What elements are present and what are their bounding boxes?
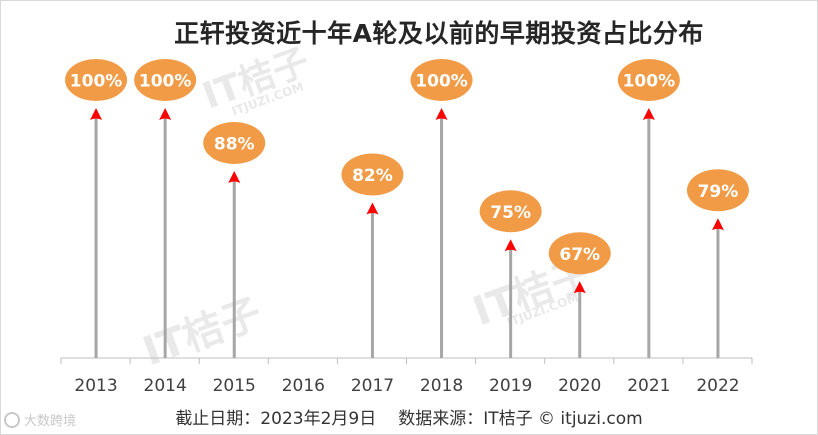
value-label: 100%	[70, 72, 123, 92]
value-bubble	[617, 59, 680, 101]
badge-ring-icon	[4, 412, 20, 428]
source-badge: 大数跨境	[4, 410, 76, 429]
value-label: 75%	[490, 203, 531, 223]
value-label: 82%	[352, 166, 393, 186]
cutoff-date: 截止日期：2023年2月9日	[175, 409, 377, 429]
x-tick-label: 2015	[213, 376, 256, 396]
value-bubble	[410, 59, 473, 101]
value-bubble	[686, 169, 749, 212]
arrow-head	[366, 202, 379, 215]
x-tick-label: 2013	[74, 376, 117, 396]
x-axis	[60, 357, 753, 364]
x-tick-labels: 2013 2014 2015 2016 2017 2018 2019 2020 2021 2022	[74, 376, 739, 396]
arrow-head	[642, 108, 655, 120]
value-label: 88%	[214, 135, 255, 155]
x-tick-label: 2018	[420, 376, 463, 396]
x-tick-label: 2014	[144, 376, 187, 396]
value-bubble	[479, 190, 542, 233]
value-bubbles: 100% 100% 88% 82% 100% 75% 67% 100% 79%	[65, 59, 749, 275]
stems	[90, 108, 724, 358]
value-label: 100%	[139, 72, 192, 92]
x-tick-label: 2016	[282, 376, 325, 396]
x-tick-label: 2022	[696, 376, 739, 396]
arrow-head	[711, 218, 724, 231]
x-tick-label: 2020	[558, 376, 601, 396]
x-tick-label: 2021	[627, 376, 670, 396]
value-label: 67%	[559, 245, 600, 265]
chart-footer: 截止日期：2023年2月9日 数据来源：IT桔子 © itjuzi.com	[0, 404, 818, 429]
arrow-head	[435, 108, 448, 120]
source-badge-label: 大数跨境	[24, 414, 77, 429]
arrow-head	[228, 171, 241, 183]
data-source: 数据来源：IT桔子 © itjuzi.com	[398, 409, 643, 429]
chart-title: 正轩投资近十年A轮及以前的早期投资占比分布	[174, 19, 704, 48]
value-bubble	[548, 232, 611, 275]
value-bubble	[341, 153, 404, 196]
value-label: 100%	[623, 72, 676, 92]
value-bubble	[134, 59, 197, 101]
x-tick-label: 2017	[351, 376, 394, 396]
arrow-head	[573, 281, 586, 294]
arrow-head	[504, 239, 517, 252]
value-bubble	[203, 122, 266, 164]
arrow-head	[90, 108, 103, 120]
x-tick-label: 2019	[489, 376, 532, 396]
value-label: 79%	[698, 182, 739, 202]
arrow-head	[159, 108, 172, 120]
value-label: 100%	[415, 72, 468, 92]
value-bubble	[65, 59, 128, 101]
